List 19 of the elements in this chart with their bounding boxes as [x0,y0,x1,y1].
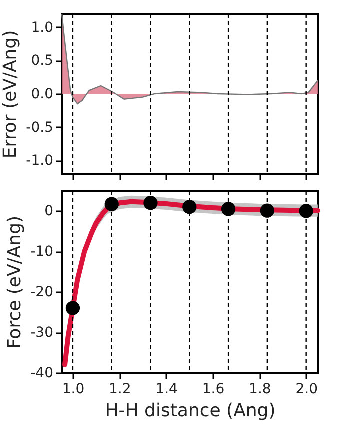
y-tick-label: -1.0 [26,153,54,170]
y-tick-label: -10 [30,244,54,260]
x-tick-label: 1.2 [109,382,132,398]
y-axis-title: Error (eV/Ang) [0,30,22,159]
y-tick-label: -30 [30,325,54,342]
y-tick-label: 0 [44,204,54,220]
x-tick-label: 1.4 [156,382,178,398]
x-tick-label: 1.8 [249,382,272,398]
x-tick-label: 1.6 [202,382,225,398]
y-tick-label: 0.0 [31,86,54,102]
y-tick-label: -20 [30,284,54,301]
y-tick-label: 1.0 [31,20,54,36]
x-axis-title: H-H distance (Ang) [105,400,276,422]
y-axis-title: Force (eV/Ang) [4,216,26,350]
y-tick-label: -0.5 [26,120,54,136]
y-tick-label: -40 [30,366,54,382]
x-tick-label: 1.0 [62,382,85,398]
x-tick-label: 2.0 [296,382,318,398]
y-tick-label: 0.5 [31,53,54,70]
